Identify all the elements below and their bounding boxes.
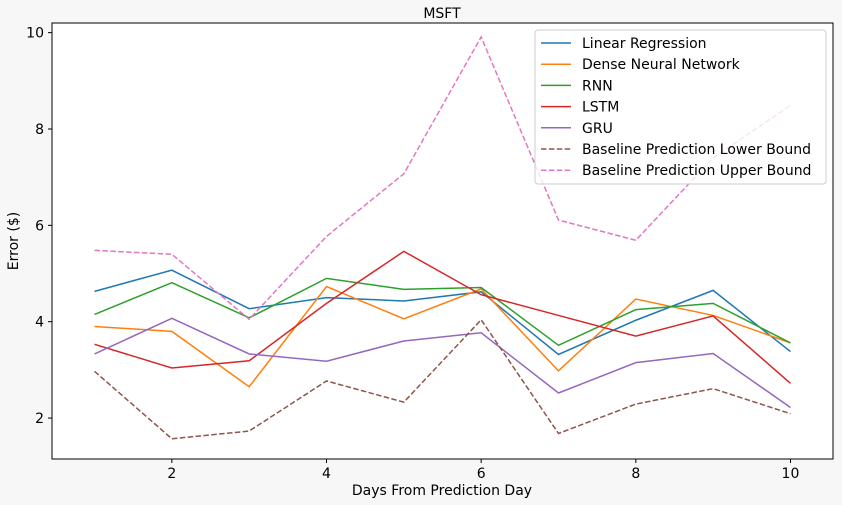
x-axis-label: Days From Prediction Day bbox=[352, 483, 532, 499]
y-tick-label: 10 bbox=[26, 26, 44, 42]
y-tick-label: 6 bbox=[35, 218, 44, 234]
y-tick-label: 2 bbox=[35, 411, 44, 427]
legend-label-7: Baseline Prediction Upper Bound bbox=[582, 163, 811, 179]
legend-label-3: RNN bbox=[582, 78, 613, 94]
y-tick-label: 4 bbox=[35, 315, 44, 331]
plot-frame bbox=[51, 22, 834, 460]
series-line-1 bbox=[94, 269, 791, 356]
x-tick-label: 8 bbox=[631, 466, 640, 482]
x-axis: 2 4 6 8 10 bbox=[167, 459, 799, 482]
x-tick-label: 6 bbox=[477, 466, 486, 482]
y-axis-label: Error ($) bbox=[6, 212, 22, 270]
legend-label-5: GRU bbox=[582, 121, 613, 137]
x-tick-label: 4 bbox=[322, 466, 331, 482]
y-axis: 2 4 6 8 10 bbox=[26, 26, 52, 427]
series-line-5 bbox=[94, 317, 791, 409]
series-layer bbox=[94, 35, 791, 440]
series-line-7 bbox=[94, 35, 791, 321]
legend-label-4: LSTM bbox=[582, 100, 619, 116]
y-tick-label: 8 bbox=[35, 122, 44, 138]
legend-label-1: Linear Regression bbox=[582, 36, 707, 52]
legend-box bbox=[534, 29, 827, 185]
legend-label-2: Dense Neural Network bbox=[582, 57, 741, 73]
chart-title: MSFT bbox=[423, 6, 461, 22]
legend-label-6: Baseline Prediction Lower Bound bbox=[582, 142, 811, 158]
x-tick-label: 2 bbox=[167, 466, 176, 482]
x-tick-label: 10 bbox=[782, 466, 800, 482]
series-line-4 bbox=[94, 250, 791, 384]
legend: Linear Regression Dense Neural Network RNN… bbox=[534, 29, 827, 185]
series-line-3 bbox=[94, 277, 791, 347]
